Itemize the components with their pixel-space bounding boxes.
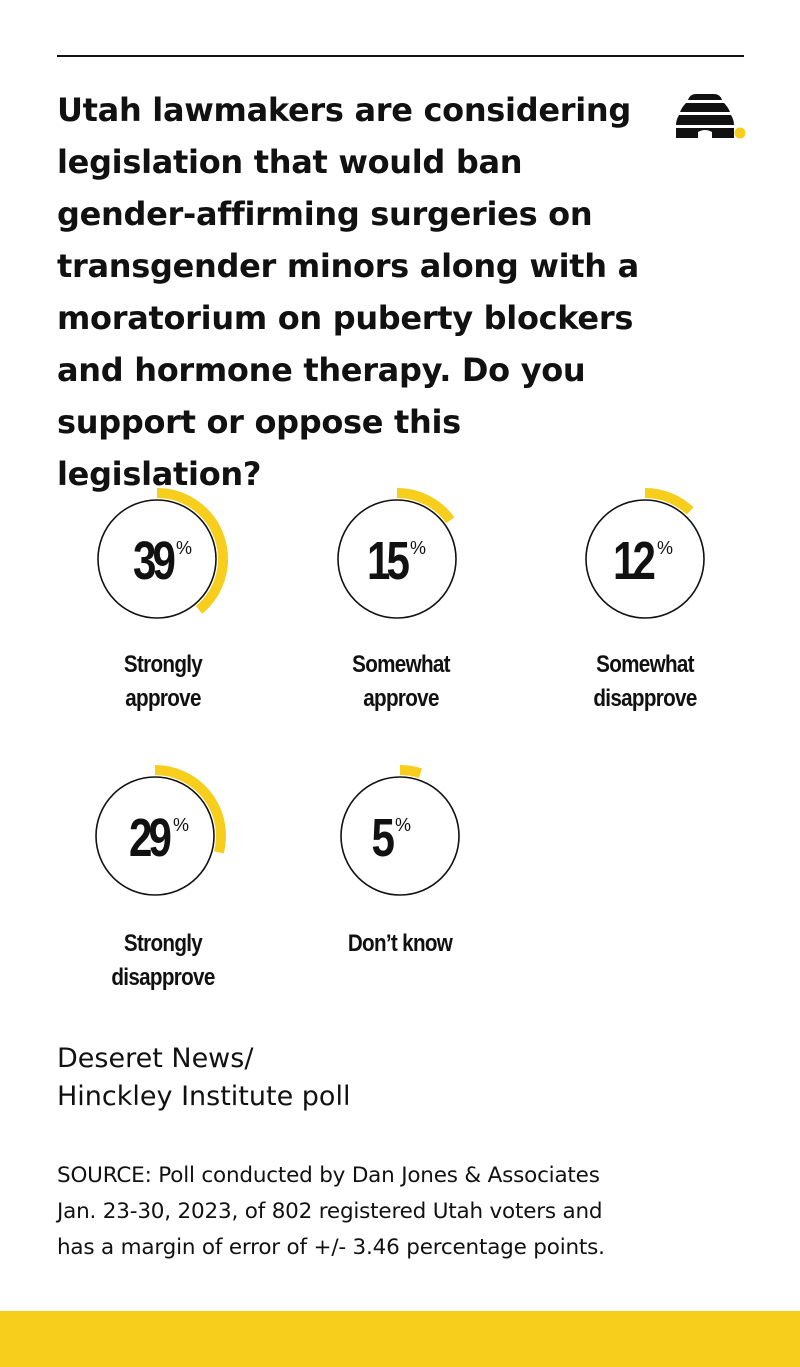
source-line3: has a margin of error of +/- 3.46 percen… xyxy=(57,1235,605,1260)
gauge-somewhat-disapprove xyxy=(585,488,705,619)
question-heading: Utah lawmakers are considering legislati… xyxy=(57,91,639,493)
footer-accent-bar xyxy=(0,1311,800,1367)
percent-sign: % xyxy=(395,815,412,835)
stat-label-line1: Don’t know xyxy=(347,930,453,957)
gauge-arc-strongly-approve xyxy=(156,488,228,614)
stat-label-line1: Somewhat xyxy=(596,651,694,678)
stat-label: Don’t know xyxy=(314,927,486,961)
gauge-dont-know xyxy=(340,765,460,896)
stat-label: Somewhat approve xyxy=(315,648,487,716)
poll-name-line2: Hinckley Institute poll xyxy=(57,1081,351,1112)
percent-sign: % xyxy=(410,538,427,558)
stat-label-line2: approve xyxy=(125,685,201,712)
stat-value: 39 xyxy=(132,531,176,591)
percent-sign: % xyxy=(176,538,193,558)
stat-value: 29 xyxy=(128,808,172,868)
stat-value: 15 xyxy=(366,531,410,591)
source-note: SOURCE: Poll conducted by Dan Jones & As… xyxy=(57,1158,757,1266)
source-line1: SOURCE: Poll conducted by Dan Jones & As… xyxy=(57,1163,600,1188)
gauge-arc-somewhat-approve xyxy=(396,488,455,524)
beehive-icon xyxy=(676,94,746,139)
gauge-strongly-approve xyxy=(97,488,228,619)
stat-label-line2: disapprove xyxy=(593,685,697,712)
gauge-arc-strongly-disapprove xyxy=(154,765,226,854)
stat-label-line2: approve xyxy=(363,685,439,712)
gauge-somewhat-approve xyxy=(337,488,457,619)
stat-label-line1: Strongly xyxy=(123,930,203,957)
percent-sign: % xyxy=(173,815,190,835)
stat-label-line2: disapprove xyxy=(111,964,215,991)
gauge-arc-somewhat-disapprove xyxy=(644,488,694,515)
gauge-strongly-disapprove xyxy=(95,765,226,896)
gauge-arc-dont-know xyxy=(399,765,422,779)
top-rule xyxy=(57,55,744,57)
stat-label-line1: Strongly xyxy=(123,651,203,678)
stat-label: Somewhat disapprove xyxy=(559,648,731,716)
poll-name-line1: Deseret News/ xyxy=(57,1043,254,1074)
stat-value: 12 xyxy=(612,531,656,591)
stat-label-line1: Somewhat xyxy=(352,651,450,678)
percent-sign: % xyxy=(657,538,674,558)
poll-name: Deseret News/ Hinckley Institute poll xyxy=(57,1040,457,1116)
source-line2: Jan. 23-30, 2023, of 802 registered Utah… xyxy=(57,1199,603,1224)
stat-value: 5 xyxy=(371,808,394,868)
stat-label: Strongly approve xyxy=(77,648,249,716)
stat-label: Strongly disapprove xyxy=(77,927,249,995)
